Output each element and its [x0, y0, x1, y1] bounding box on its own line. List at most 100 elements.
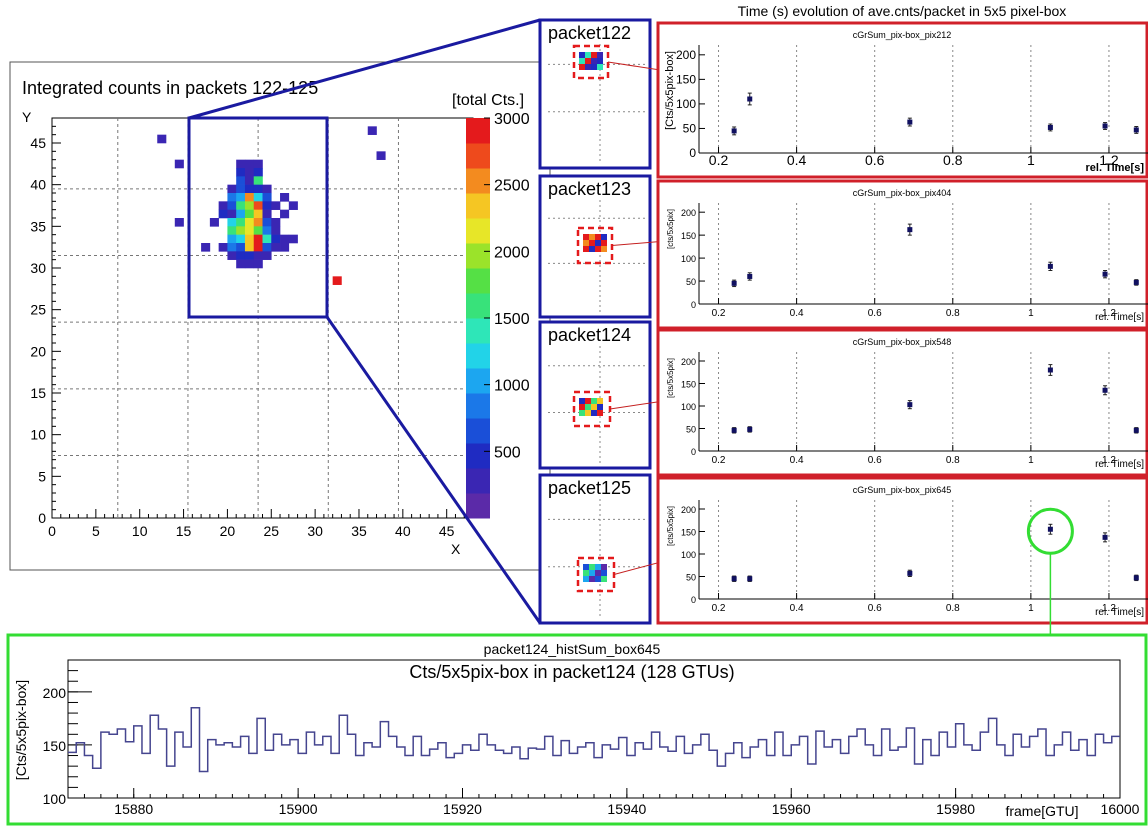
scatter-panel-frame	[656, 21, 1148, 179]
packet-pixel	[601, 576, 607, 582]
colorbar-segment	[466, 268, 490, 294]
packet-panel	[538, 320, 652, 470]
scatter-x-tick-label: 0.4	[790, 603, 804, 614]
packet-pixel	[589, 246, 595, 252]
packet-pixel	[597, 404, 603, 410]
scatter-y-axis-label: [cts/5x5pix]	[666, 358, 675, 398]
colorbar-tick-label: 3000	[494, 111, 530, 128]
bottom-x-tick-label: 15960	[772, 801, 811, 817]
packet-pixel	[585, 398, 591, 404]
main-map-y-tick-label: 15	[30, 385, 46, 401]
packet-label: packet124	[548, 325, 631, 345]
heatmap-cell	[253, 168, 263, 177]
main-map-y-tick-label: 45	[30, 135, 46, 151]
heatmap-cell	[218, 201, 228, 210]
scatter-y-tick-label: 200	[676, 48, 696, 62]
heatmap-cell	[262, 209, 272, 219]
main-map-y-tick-label: 35	[30, 218, 46, 234]
heatmap-cell	[244, 159, 255, 169]
main-map-x-tick-label: 20	[220, 523, 236, 539]
scatter-point	[907, 570, 913, 576]
scatter-x-tick-label: 0.6	[868, 603, 882, 614]
main-map-y-tick-label: 20	[30, 343, 46, 359]
heatmap-cell	[236, 184, 246, 194]
scatter-point	[747, 96, 753, 102]
scatter-point	[1133, 575, 1139, 581]
heatmap-cell	[271, 218, 281, 227]
scatter-x-tick-label: 0.2	[709, 152, 729, 168]
scatter-y-tick-label: 0	[689, 146, 696, 160]
heatmap-cell	[253, 234, 263, 244]
packet-pixel	[597, 52, 603, 58]
bottom-x-tick-label: 15980	[936, 801, 975, 817]
scatter-title: cGrSum_pix-box_pix404	[853, 188, 952, 198]
colorbar-segment	[466, 243, 490, 269]
scatter-point	[907, 402, 913, 408]
scatter-point	[1047, 526, 1053, 532]
scatter-point	[1133, 127, 1139, 133]
packet-pixel	[579, 404, 585, 410]
packet-pixel	[583, 246, 589, 252]
heatmap-cell	[244, 251, 255, 260]
scatter-y-axis-label: [cts/5x5pix]	[666, 506, 675, 546]
packet-label: packet123	[548, 179, 631, 199]
heatmap-cell	[262, 243, 272, 252]
heatmap-cell	[227, 226, 237, 235]
scatter-x-tick-label: 0.8	[946, 603, 960, 614]
main-map-x-axis-label: X	[451, 541, 461, 557]
heatmap-cell	[236, 201, 246, 210]
packet-pixel	[591, 52, 597, 58]
main-map-y-tick-label: 10	[30, 427, 46, 443]
main-map-x-tick-label: 35	[351, 523, 367, 539]
colorbar-segment	[466, 393, 490, 419]
packet-pixel	[579, 52, 585, 58]
colorbar-segment	[466, 468, 490, 494]
scatter-point	[731, 427, 737, 433]
packet-pixel	[579, 64, 585, 70]
heatmap-cell	[244, 184, 255, 194]
scatter-x-tick-label: 1	[1028, 603, 1034, 614]
scatter-point	[731, 128, 737, 134]
scatter-title: cGrSum_pix-box_pix212	[853, 30, 952, 40]
colorbar-segment	[466, 218, 490, 244]
heatmap-cell	[227, 251, 237, 260]
scatter-title: cGrSum_pix-box_pix548	[853, 337, 952, 347]
packet-pixel	[589, 576, 595, 582]
heatmap-cell	[236, 193, 246, 202]
heatmap-cell	[280, 193, 290, 202]
colorbar-segment	[466, 168, 490, 194]
bottom-y-tick-label: 150	[43, 738, 67, 754]
scatter-x-tick-label: 0.2	[712, 603, 726, 614]
colorbar-segment	[466, 368, 490, 394]
heatmap-cell	[262, 218, 272, 227]
heatmap-cell	[253, 159, 263, 169]
heatmap-cell	[227, 218, 237, 227]
zoom-line-bottom	[325, 316, 542, 624]
main-map-x-tick-label: 5	[92, 523, 100, 539]
main-map-y-tick-label: 40	[30, 177, 46, 193]
scatter-x-tick-label: 1.2	[1099, 152, 1119, 168]
bottom-x-tick-label: 15940	[607, 801, 646, 817]
packet-pixel	[585, 64, 591, 70]
colorbar-segment	[466, 318, 490, 344]
bottom-x-tick-label: 15880	[114, 801, 153, 817]
main-map-y-tick-label: 25	[30, 302, 46, 318]
bottom-plot-area	[67, 659, 1121, 799]
scatter-panel-frame	[656, 476, 1148, 625]
scatter-x-axis-label: rel. Time[s]	[1095, 607, 1144, 618]
scatter-point	[747, 576, 753, 582]
heatmap-cell	[244, 243, 255, 252]
heatmap-cell	[236, 251, 246, 260]
heatmap-cell	[271, 243, 281, 252]
scatter-y-axis-label: [Cts/5x5pix-box]	[664, 51, 676, 130]
scatter-x-tick-label: 1	[1027, 152, 1035, 168]
colorbar-segment	[466, 343, 490, 369]
main-map-y-tick-label: 0	[38, 510, 46, 526]
main-map-x-tick-label: 15	[176, 523, 192, 539]
scatter-x-tick-label: 0.8	[946, 455, 960, 466]
heatmap-cell	[376, 151, 386, 160]
heatmap-cell	[201, 243, 211, 252]
packet-label: packet122	[548, 23, 631, 43]
heatmap-cell	[227, 234, 237, 244]
colorbar-segment	[466, 418, 490, 444]
